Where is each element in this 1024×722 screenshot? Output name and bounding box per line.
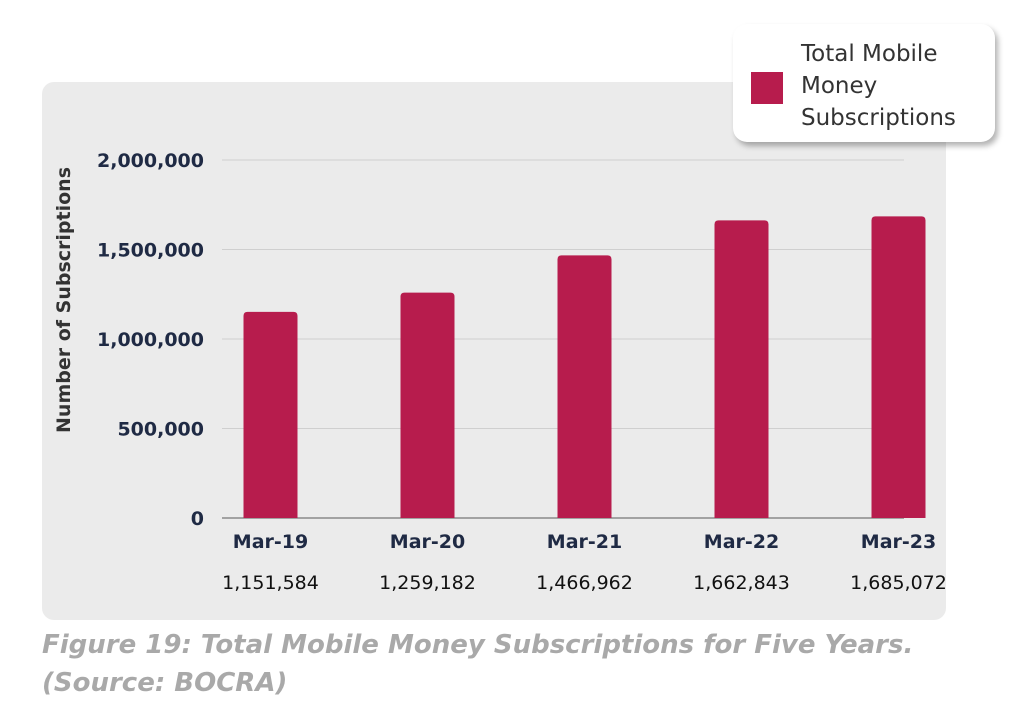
y-axis-title: Number of Subscriptions: [53, 167, 75, 433]
legend-swatch: [751, 72, 783, 104]
bar: [557, 255, 612, 518]
bar: [714, 220, 769, 518]
y-tick-label: 2,000,000: [97, 150, 204, 172]
x-tick-label: Mar-20: [390, 531, 465, 553]
bars: [243, 216, 926, 518]
bar-chart: 0 500,000 1,000,000 1,500,000 2,000,000 Mar-…: [53, 150, 946, 594]
y-tick-label: 500,000: [117, 419, 204, 441]
legend-label: Total Mobile Money Subscriptions: [801, 41, 956, 131]
value-labels: 1,151,584 1,259,182 1,466,962 1,662,843 1,68…: [222, 572, 946, 594]
chart-panel: 0 500,000 1,000,000 1,500,000 2,000,000 Mar-…: [42, 82, 946, 620]
value-label: 1,151,584: [222, 572, 319, 594]
bar: [871, 216, 926, 518]
y-tick-labels: 0 500,000 1,000,000 1,500,000 2,000,000: [97, 150, 204, 530]
y-tick-label: 1,000,000: [97, 329, 204, 351]
legend: Total Mobile Money Subscriptions: [733, 24, 995, 142]
x-tick-label: Mar-22: [704, 531, 779, 553]
x-tick-label: Mar-21: [547, 531, 622, 553]
value-label: 1,259,182: [379, 572, 476, 594]
figure-caption: Figure 19: Total Mobile Money Subscripti…: [42, 630, 914, 698]
y-tick-label: 0: [191, 508, 204, 530]
x-tick-labels: Mar-19 Mar-20 Mar-21 Mar-22 Mar-23: [233, 531, 936, 553]
y-tick-label: 1,500,000: [97, 240, 204, 262]
bar: [400, 292, 455, 518]
bar: [243, 311, 298, 518]
value-label: 1,662,843: [693, 572, 790, 594]
x-tick-label: Mar-23: [861, 531, 936, 553]
value-label: 1,685,072: [850, 572, 946, 594]
value-label: 1,466,962: [536, 572, 633, 594]
x-tick-label: Mar-19: [233, 531, 308, 553]
